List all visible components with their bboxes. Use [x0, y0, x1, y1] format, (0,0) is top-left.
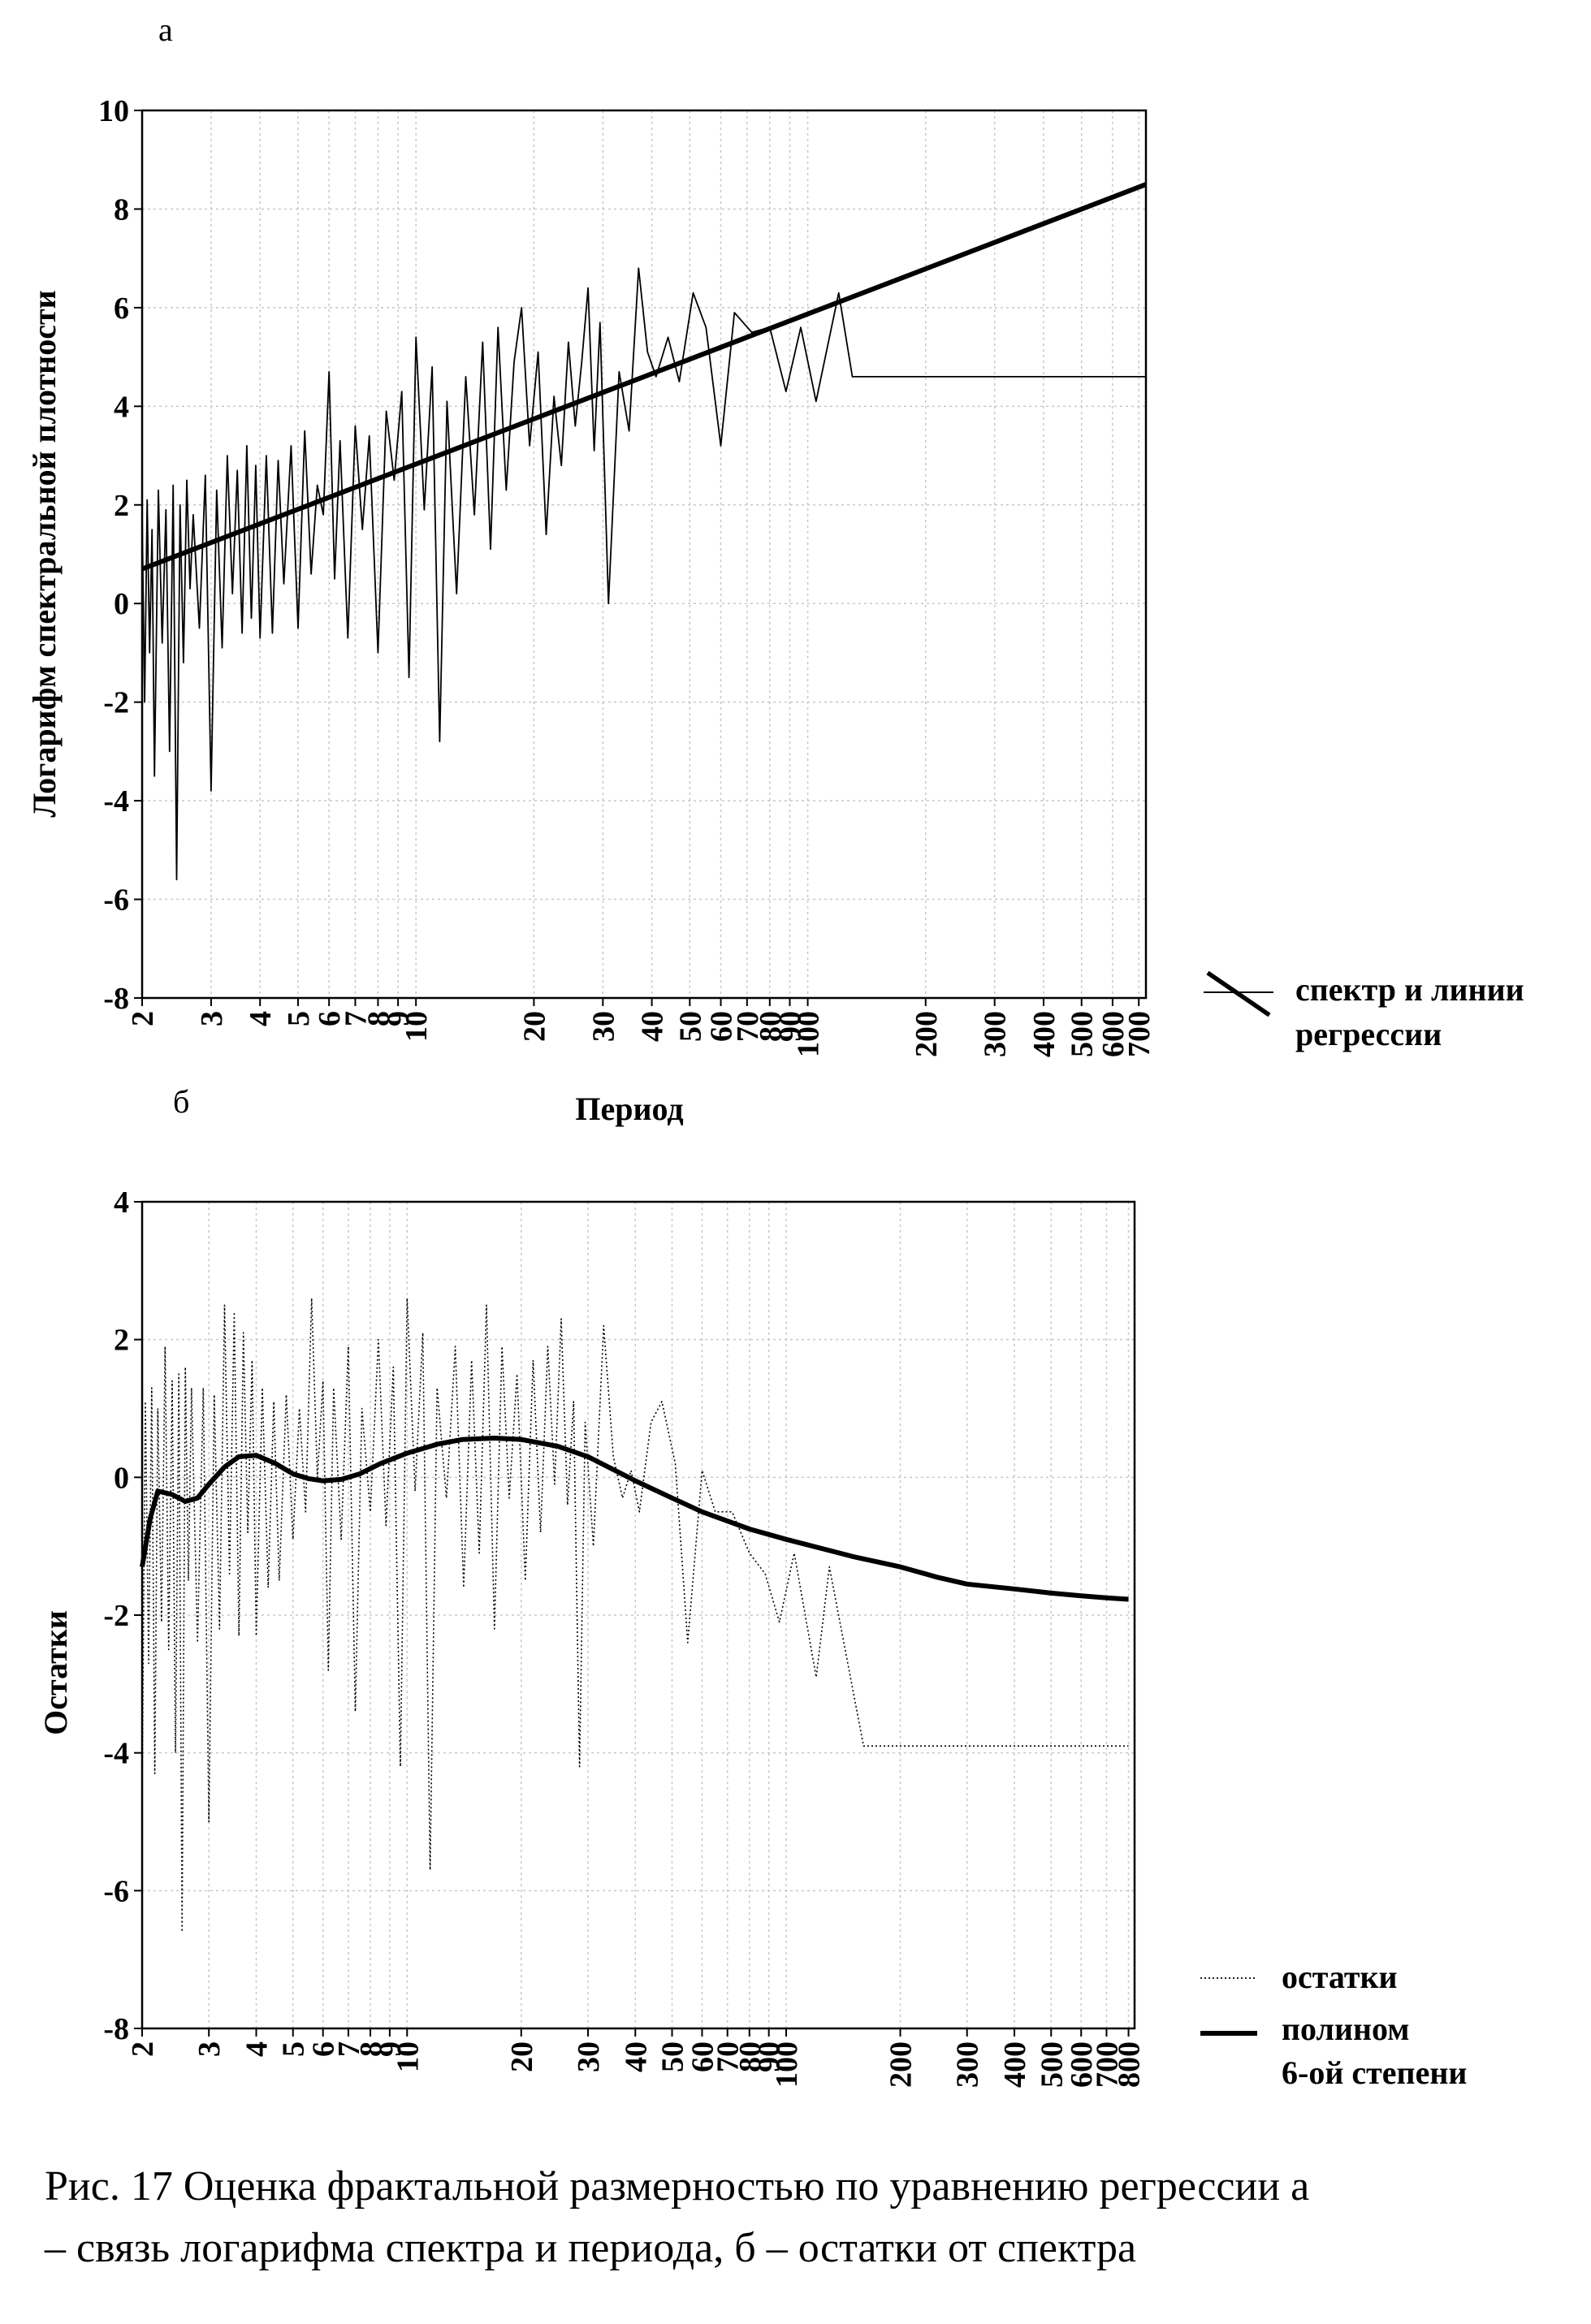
legend-a-thick-line: [1206, 970, 1271, 1017]
x-tick-label: 300: [951, 2041, 985, 2088]
chart-a-y-ticks: -8 -6 -4 -2 0 2 4 6 8 10: [98, 94, 142, 1016]
chart-a-grid: [142, 110, 1146, 998]
y-tick-label: -6: [103, 1874, 129, 1908]
chart-b-series: [140, 1297, 1129, 1933]
y-tick-label: 0: [114, 587, 129, 621]
x-tick-label: 5: [277, 2041, 311, 2057]
chart-b-y-axis-title: Остатки: [37, 1610, 74, 1735]
x-tick-label: 30: [572, 2041, 606, 2072]
y-tick-label: 2: [114, 1324, 129, 1358]
x-tick-label: 60: [685, 2041, 720, 2072]
y-tick-label: -8: [103, 982, 129, 1016]
x-tick-label: 6: [307, 2041, 341, 2057]
x-tick-label: 60: [705, 1011, 739, 1042]
x-tick-label: 40: [619, 2041, 653, 2072]
x-tick-label: 7: [332, 2041, 366, 2057]
x-tick-label: 20: [505, 2041, 539, 2072]
x-tick-label: 300: [979, 1011, 1013, 1057]
y-tick-label: 0: [114, 1461, 129, 1495]
x-tick-label: 30: [586, 1011, 620, 1042]
x-tick-label: 700: [1122, 1011, 1157, 1057]
x-tick-label: 3: [192, 2041, 227, 2057]
x-tick-label: 100: [770, 2041, 804, 2088]
panel-letter-a: а: [158, 11, 173, 48]
x-tick-label: 10: [391, 2041, 425, 2072]
x-tick-label: 8: [354, 2041, 388, 2057]
y-tick-label: 8: [114, 192, 129, 227]
a-series-spectrum: [141, 267, 1146, 881]
y-tick-label: -6: [103, 883, 129, 918]
y-tick-label: 4: [114, 1186, 129, 1220]
x-tick-label: 80: [754, 1011, 788, 1042]
chart-a-series: [141, 182, 1148, 881]
chart-a-frame: [141, 109, 1148, 1000]
x-tick-label: 10: [400, 1011, 434, 1042]
x-tick-label: 500: [1066, 1011, 1100, 1057]
x-tick-label: 400: [998, 2041, 1032, 2088]
y-tick-label: 10: [98, 94, 129, 128]
b-series-line-1: [140, 1436, 1129, 1602]
caption-line-2: – связь логарифма спектра и периода, б –…: [45, 2225, 1137, 2271]
x-tick-label: 40: [636, 1011, 670, 1042]
x-tick-label: 200: [910, 1011, 944, 1057]
legend-b-label-2-line2: 6-ой степени: [1282, 2054, 1467, 2091]
legend-b-label-1: остатки: [1282, 1959, 1398, 1995]
chart-a-y-axis-title: Логарифм спектральной плотности: [26, 290, 63, 817]
x-tick-label: 9: [374, 2041, 408, 2057]
x-tick-label: 90: [753, 2041, 787, 2072]
chart-a-x-axis-title: Период: [575, 1091, 683, 1127]
a-series-regression: [141, 182, 1148, 572]
x-tick-label: 8: [361, 1011, 396, 1026]
x-tick-label: 3: [195, 1011, 229, 1026]
x-tick-label: 20: [517, 1011, 551, 1042]
legend-a-label-line2: регрессии: [1295, 1016, 1442, 1052]
x-tick-label: 200: [884, 2041, 919, 2088]
figure-caption: Рис. 17 Оценка фрактальной размерностью …: [45, 2156, 1555, 2279]
x-tick-label: 500: [1035, 2041, 1069, 2088]
y-tick-label: -8: [103, 2012, 129, 2046]
y-tick-label: -4: [103, 784, 129, 819]
x-tick-label: 800: [1113, 2041, 1147, 2088]
x-tick-label: 50: [673, 1011, 707, 1042]
x-tick-label: 50: [656, 2041, 690, 2072]
y-tick-label: -4: [103, 1737, 129, 1771]
y-tick-label: 6: [114, 292, 129, 326]
x-tick-label: 7: [339, 1011, 373, 1026]
x-tick-label: 70: [711, 2041, 746, 2072]
x-tick-label: 700: [1090, 2041, 1124, 2088]
x-tick-label: 5: [282, 1011, 316, 1026]
x-tick-label: 90: [773, 1011, 807, 1042]
panel-letter-b: б: [173, 1088, 189, 1120]
x-tick-label: 4: [240, 2041, 275, 2057]
x-tick-label: 100: [792, 1011, 826, 1057]
x-tick-label: 600: [1096, 1011, 1131, 1057]
legend-b-label-2-line1: полином: [1282, 2011, 1410, 2047]
x-tick-label: 600: [1065, 2041, 1099, 2088]
chart-b-grid: [142, 1202, 1135, 2028]
x-tick-label: 400: [1027, 1011, 1061, 1057]
x-tick-label: 9: [382, 1011, 416, 1026]
x-tick-label: 70: [731, 1011, 765, 1042]
chart-a-legend: спектр и линии регрессии: [1204, 970, 1524, 1052]
x-tick-label: 2: [126, 1011, 160, 1026]
chart-b-legend: остатки полином 6-ой степени: [1200, 1959, 1467, 2091]
chart-b-y-ticks: -8 -6 -4 -2 0 2 4: [103, 1186, 142, 2046]
legend-a-label-line1: спектр и линии: [1295, 971, 1524, 1008]
y-tick-label: -2: [103, 1599, 129, 1633]
x-tick-label: 80: [733, 2041, 767, 2072]
y-tick-label: -2: [103, 686, 129, 720]
b-series-line-0: [141, 1297, 1129, 1933]
x-tick-label: 6: [313, 1011, 347, 1026]
y-tick-label: 4: [114, 390, 129, 424]
x-tick-label: 2: [126, 2041, 160, 2057]
caption-line-1: Рис. 17 Оценка фрактальной размерностью …: [45, 2163, 1310, 2210]
x-tick-label: 4: [244, 1011, 278, 1026]
y-tick-label: 2: [114, 489, 129, 523]
